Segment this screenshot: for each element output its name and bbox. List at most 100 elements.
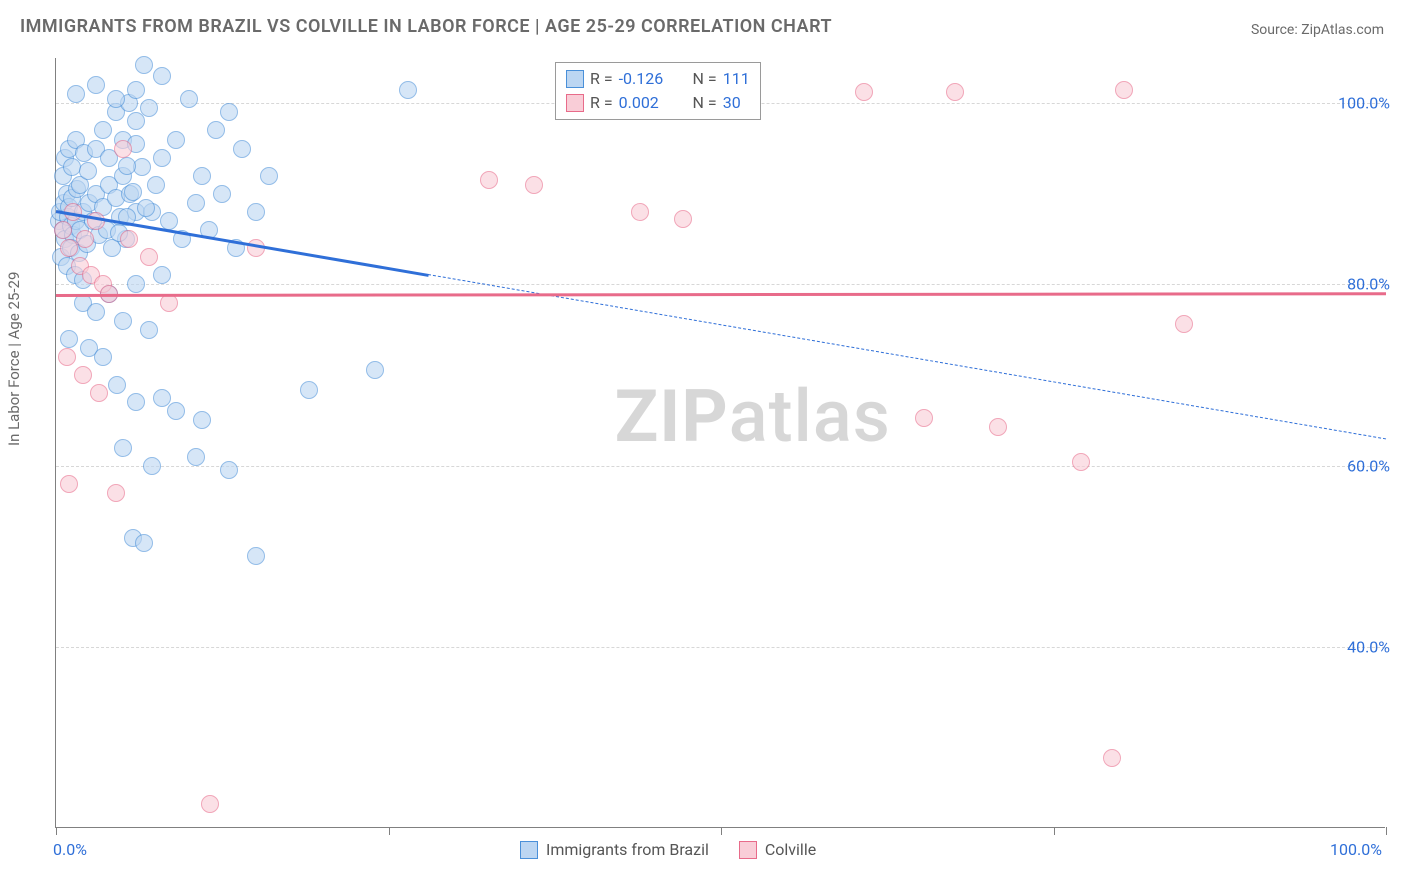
data-point-colville	[1103, 749, 1121, 767]
legend-item: Colville	[739, 840, 816, 859]
data-point-brazil	[118, 157, 136, 175]
data-point-brazil	[147, 176, 165, 194]
data-point-colville	[114, 140, 132, 158]
data-point-brazil	[143, 457, 161, 475]
x-tick	[56, 827, 57, 835]
data-point-brazil	[140, 321, 158, 339]
legend-swatch	[520, 841, 538, 859]
data-point-colville	[60, 475, 78, 493]
x-tick-label: 100.0%	[1330, 840, 1382, 859]
data-point-brazil	[399, 81, 417, 99]
data-point-brazil	[187, 448, 205, 466]
data-point-brazil	[300, 381, 318, 399]
data-point-brazil	[135, 56, 153, 74]
data-point-brazil	[140, 99, 158, 117]
legend-swatch	[739, 841, 757, 859]
data-point-colville	[107, 484, 125, 502]
gridline	[56, 466, 1385, 467]
data-point-brazil	[135, 534, 153, 552]
y-tick-label: 40.0%	[1347, 637, 1390, 656]
data-point-brazil	[193, 167, 211, 185]
data-point-colville	[1115, 81, 1133, 99]
data-point-colville	[855, 83, 873, 101]
data-point-brazil	[107, 90, 125, 108]
data-point-colville	[76, 230, 94, 248]
legend-item: Immigrants from Brazil	[520, 840, 709, 859]
data-point-brazil	[94, 121, 112, 139]
data-point-brazil	[213, 185, 231, 203]
data-point-brazil	[247, 203, 265, 221]
x-tick	[389, 827, 390, 835]
data-point-brazil	[127, 112, 145, 130]
data-point-brazil	[137, 199, 155, 217]
data-point-colville	[480, 171, 498, 189]
data-point-brazil	[233, 140, 251, 158]
data-point-colville	[525, 176, 543, 194]
data-point-colville	[58, 348, 76, 366]
legend-r-label: R =	[590, 91, 613, 115]
legend-stat-row: R = 0.002 N = 30	[566, 91, 750, 115]
data-point-colville	[74, 366, 92, 384]
legend-swatch	[566, 70, 584, 88]
data-point-brazil	[124, 183, 142, 201]
x-tick	[721, 827, 722, 835]
y-tick-label: 80.0%	[1347, 275, 1390, 294]
data-point-brazil	[94, 348, 112, 366]
regression-line	[56, 292, 1386, 297]
watermark: ZIPatlas	[615, 374, 891, 459]
legend-r-value: -0.126	[619, 67, 679, 91]
data-point-brazil	[180, 90, 198, 108]
data-point-brazil	[260, 167, 278, 185]
data-point-colville	[120, 230, 138, 248]
legend-n-value: 111	[723, 67, 750, 91]
data-point-brazil	[153, 67, 171, 85]
data-point-colville	[1175, 315, 1193, 333]
data-point-brazil	[220, 461, 238, 479]
data-point-brazil	[127, 275, 145, 293]
data-point-colville	[989, 418, 1007, 436]
y-axis-label: In Labor Force | Age 25-29	[5, 272, 23, 446]
data-point-colville	[1072, 453, 1090, 471]
data-point-colville	[631, 203, 649, 221]
data-point-colville	[201, 795, 219, 813]
data-point-brazil	[207, 121, 225, 139]
legend-n-value: 30	[723, 91, 741, 115]
x-tick	[1386, 827, 1387, 835]
regression-line	[428, 274, 1386, 439]
data-point-colville	[90, 384, 108, 402]
gridline	[56, 647, 1385, 648]
legend-n-label: N =	[685, 67, 717, 91]
scatter-plot-area: ZIPatlas	[55, 58, 1385, 828]
data-point-colville	[140, 248, 158, 266]
data-point-brazil	[60, 330, 78, 348]
data-point-brazil	[153, 266, 171, 284]
data-point-brazil	[114, 312, 132, 330]
data-point-brazil	[127, 81, 145, 99]
watermark-bold: ZIP	[615, 374, 729, 459]
data-point-brazil	[67, 85, 85, 103]
legend-swatch	[566, 94, 584, 112]
x-tick-label: 0.0%	[53, 840, 87, 859]
data-point-colville	[674, 210, 692, 228]
source-attribution: Source: ZipAtlas.com	[1251, 22, 1384, 38]
data-point-brazil	[167, 402, 185, 420]
y-tick-label: 100.0%	[1338, 94, 1390, 113]
legend-stat-row: R = -0.126 N = 111	[566, 67, 750, 91]
legend-r-label: R =	[590, 67, 613, 91]
data-point-brazil	[108, 376, 126, 394]
data-point-brazil	[220, 103, 238, 121]
gridline	[56, 284, 1385, 285]
data-point-brazil	[187, 194, 205, 212]
series-legend: Immigrants from Brazil Colville	[520, 840, 816, 859]
data-point-brazil	[79, 162, 97, 180]
data-point-brazil	[87, 303, 105, 321]
watermark-rest: atlas	[729, 374, 891, 459]
data-point-brazil	[127, 393, 145, 411]
legend-r-value: 0.002	[619, 91, 679, 115]
data-point-brazil	[193, 411, 211, 429]
chart-title: IMMIGRANTS FROM BRAZIL VS COLVILLE IN LA…	[20, 16, 832, 37]
legend-series-name: Immigrants from Brazil	[546, 840, 709, 859]
data-point-brazil	[366, 361, 384, 379]
data-point-brazil	[114, 439, 132, 457]
y-tick-label: 60.0%	[1347, 456, 1390, 475]
